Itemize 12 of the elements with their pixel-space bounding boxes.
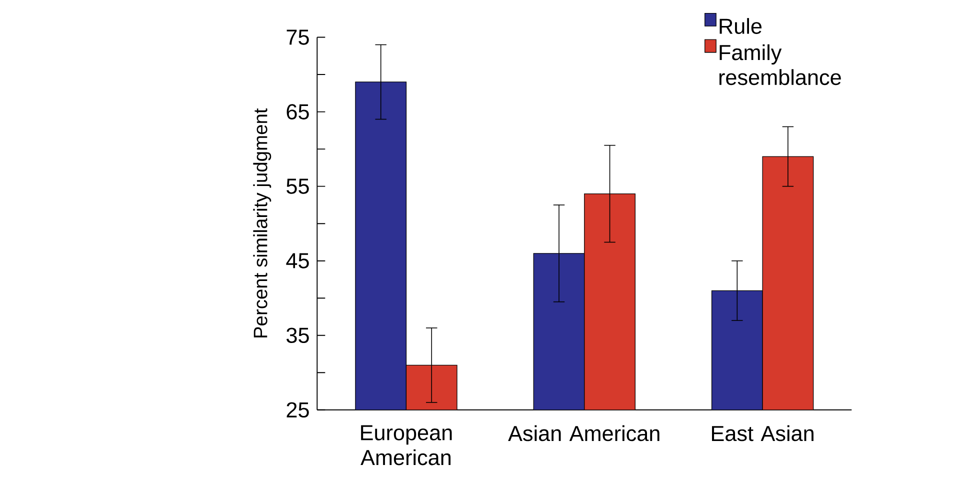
x-tick-label: Asian American bbox=[508, 425, 660, 442]
y-tick-label: 65 bbox=[286, 104, 309, 120]
x-tick-label: European American bbox=[360, 425, 452, 466]
legend-label: Family resemblance bbox=[719, 44, 841, 85]
x-tick-label: East Asian bbox=[712, 425, 814, 442]
legend-label: Rule bbox=[720, 18, 762, 34]
y-tick-label: 35 bbox=[286, 328, 309, 343]
y-tick-label: 55 bbox=[286, 178, 309, 194]
y-axis-title: Percent similarity judgment bbox=[253, 108, 272, 338]
y-tick-label: 25 bbox=[286, 402, 309, 418]
y-tick-label: 75 bbox=[286, 30, 309, 45]
y-tick-label: 45 bbox=[286, 253, 309, 268]
